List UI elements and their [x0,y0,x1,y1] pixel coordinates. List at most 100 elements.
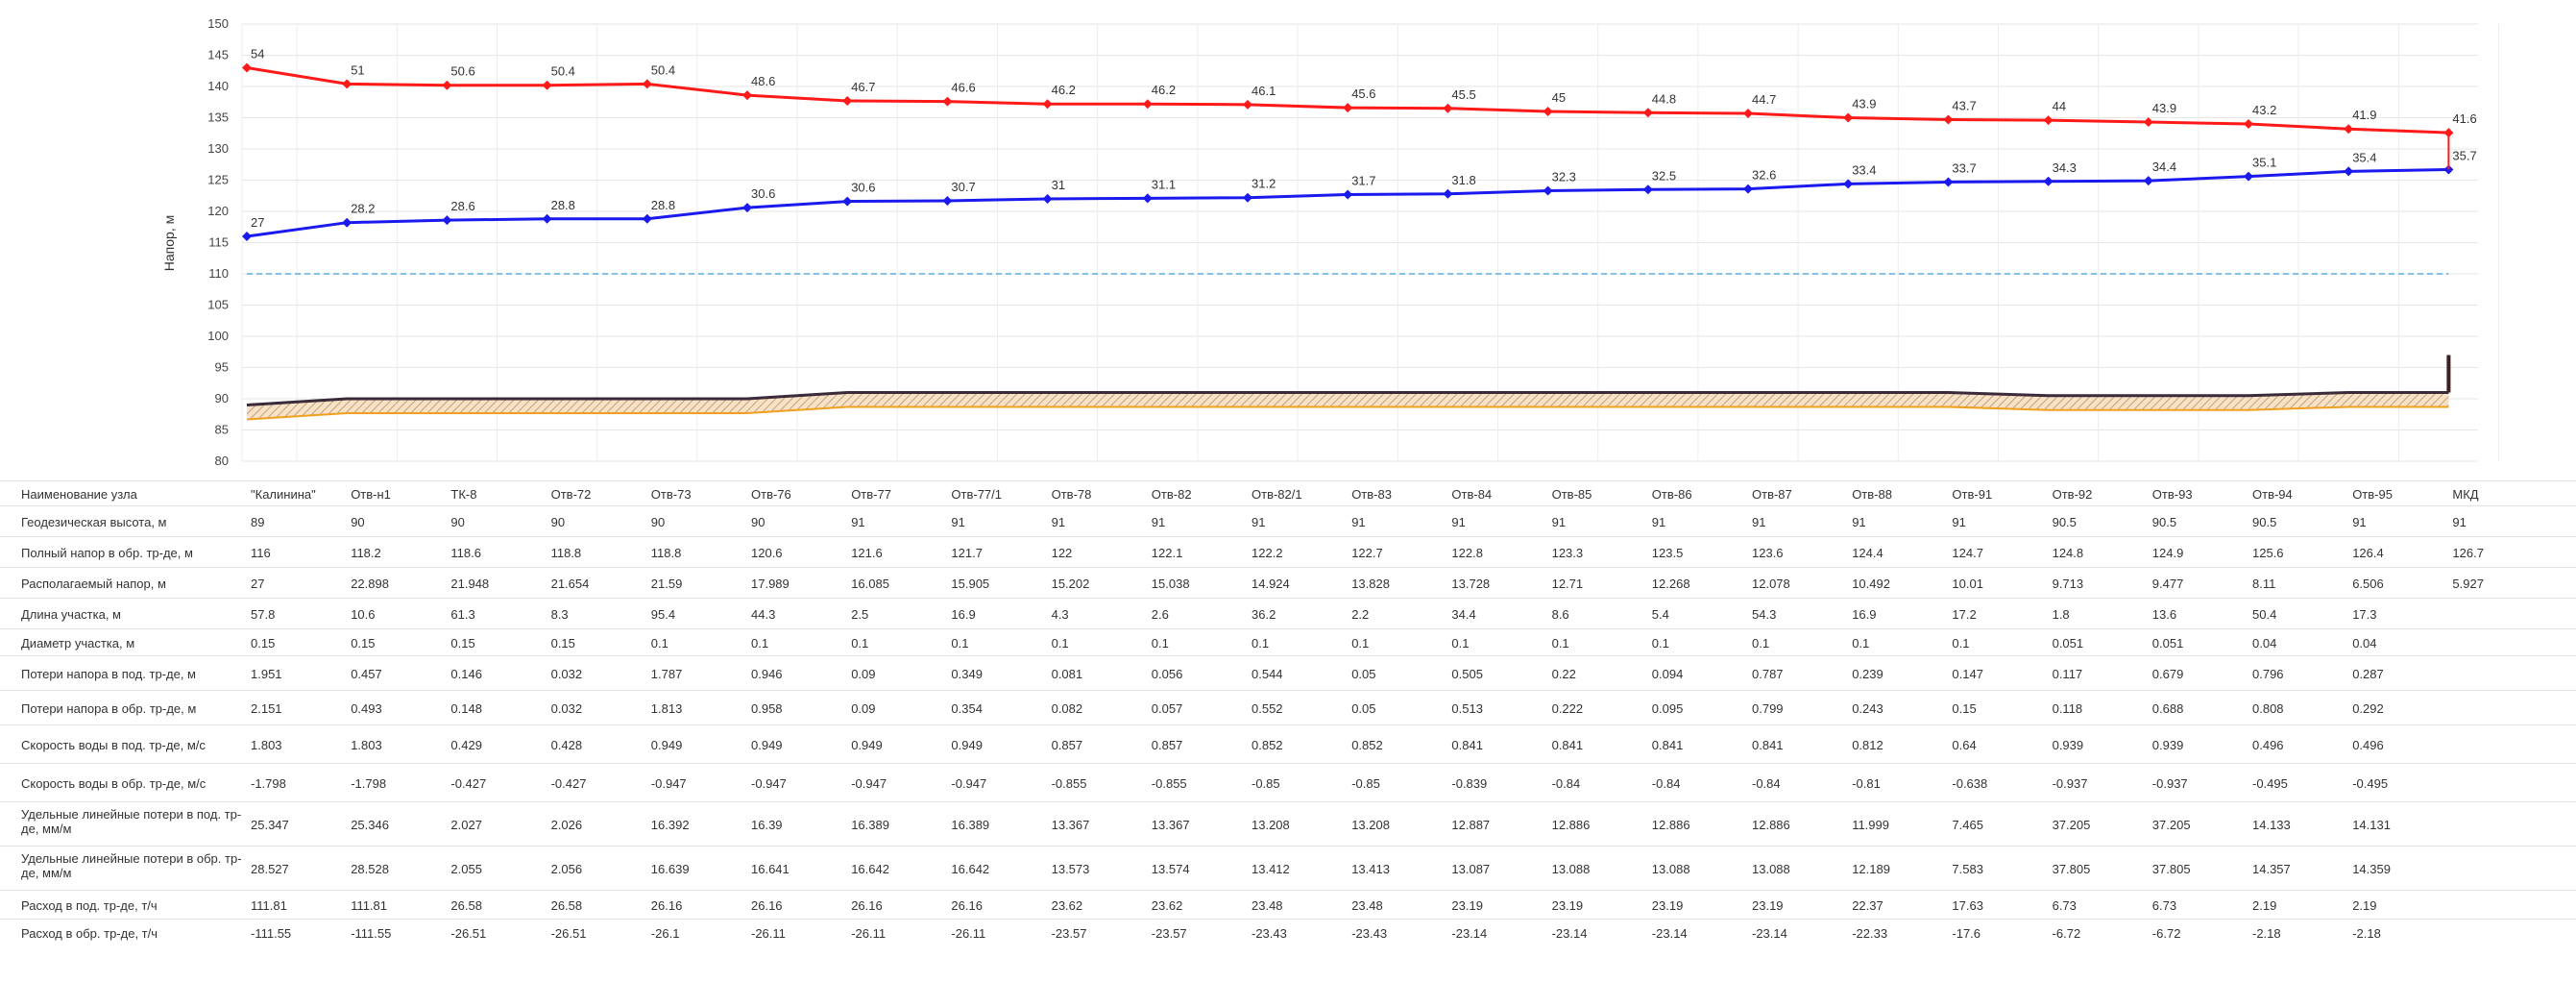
table-cell: 14.359 [2352,862,2391,876]
table-cell: 16.389 [951,818,990,832]
table-cell: 0.64 [1952,738,1977,752]
table-cell: 26.16 [951,898,983,913]
series-marker-0 [442,80,452,90]
table-cell: 2.056 [550,862,583,876]
table-cell: 0.057 [1151,701,1183,716]
series-marker-0 [1543,107,1553,116]
table-row: Скорость воды в обр. тр-де, м/с -1.798 -1.… [0,763,2576,802]
series-marker-0 [342,79,352,89]
table-cell: -26.51 [550,926,587,941]
y-tick-label: 105 [207,298,229,312]
series-marker-0 [1142,99,1153,110]
data-label-0: 50.6 [450,64,474,79]
table-cell: 124.7 [1952,546,1983,560]
series-marker-1 [942,195,953,206]
table-cell: 17.2 [1952,607,1977,622]
table-cell: 118.2 [351,546,381,560]
table-cell: Отв-85 [1551,487,1592,502]
series-marker-1 [1642,184,1653,195]
table-cell: 0.056 [1151,667,1183,681]
table-cell: 23.19 [1752,898,1784,913]
table-cell: 37.205 [2052,818,2091,832]
table-cell: 23.19 [1551,898,1584,913]
table-cell: 15.905 [951,577,990,591]
table-cell: 0.1 [1252,636,1270,651]
series-marker-1 [2143,176,2153,186]
series-marker-0 [2043,115,2054,126]
table-cell: 0.148 [450,701,482,716]
y-tick-label: 125 [207,173,229,187]
chart-grid [241,23,2499,462]
row-label: Длина участка, м [21,607,121,622]
table-cell: МКД [2452,487,2479,502]
data-label-1: 34.4 [2152,160,2176,174]
table-cell: 90 [351,515,365,529]
data-label-0: 46.2 [1152,83,1176,97]
table-cell: 2.2 [1351,607,1370,622]
table-cell: 0.812 [1852,738,1883,752]
table-cell: 7.583 [1952,862,1983,876]
table-cell: 12.189 [1852,862,1890,876]
table-cell: 2.6 [1151,607,1169,622]
row-label: Наименование узла [21,487,137,502]
data-label-0: 43.9 [1852,97,1876,111]
y-axis: 80 85 90 95 100 105 110 115 120 125 130 135 140 145 15… [207,16,229,468]
table-row: Диаметр участка, м 0.15 0.15 0.15 0.15 0.1 0.1… [0,628,2576,656]
table-cell: 44.3 [751,607,776,622]
table-cell: 13.088 [1651,862,1690,876]
table-cell: 0.857 [1051,738,1083,752]
table-cell: -23.14 [1651,926,1688,941]
table-cell: -0.495 [2352,776,2389,791]
table-cell: Отв-86 [1651,487,1692,502]
series-marker-0 [1243,99,1252,110]
data-label-1: 32.6 [1752,168,1776,183]
data-label-1: 27 [251,215,264,230]
data-label-1: 35.1 [2252,156,2276,170]
table-cell: 0.1 [851,636,869,651]
y-tick-label: 130 [207,141,229,156]
table-cell: 0.949 [751,738,783,752]
table-cell: -2.18 [2352,926,2381,941]
table-cell: 124.9 [2151,546,2184,560]
table-cell: 8.11 [2252,577,2276,591]
table-cell: 15.038 [1151,577,1190,591]
data-label-0: 45.5 [1451,87,1475,102]
table-cell: 0.032 [550,701,583,716]
table-cell: 111.81 [351,898,388,913]
data-label-0: 50.4 [651,62,675,77]
row-label: Скорость воды в под. тр-де, м/с [21,738,206,752]
table-row: Геодезическая высота, м 89 90 90 90 90 90 91 91 9… [0,505,2576,537]
table-cell: 26.58 [450,898,482,913]
table-cell: 122.8 [1451,546,1483,560]
table-cell: 0.22 [1551,667,1576,681]
series-marker-0 [1743,108,1753,118]
table-cell: 0.147 [1952,667,1983,681]
table-cell: 9.477 [2151,577,2184,591]
table-cell: 91 [951,515,965,529]
y-tick-label: 95 [215,360,229,375]
table-cell: 5.927 [2452,577,2484,591]
data-label-0: 54 [251,47,264,61]
series-marker-1 [1843,179,1854,189]
table-cell: 0.841 [1651,738,1684,752]
table-cell: 0.493 [351,701,382,716]
table-cell: 36.2 [1252,607,1276,622]
table-cell: -0.427 [550,776,587,791]
table-cell: 0.09 [851,667,876,681]
data-label-0: 48.6 [751,74,775,88]
table-cell: 23.62 [1051,898,1083,913]
y-tick-label: 85 [215,423,229,437]
table-cell: 14.924 [1252,577,1290,591]
table-cell: 89 [251,515,265,529]
table-cell: 0.1 [1651,636,1669,651]
data-label-0: 41.6 [2452,111,2476,126]
table-cell: -0.947 [650,776,687,791]
series-marker-1 [1343,189,1353,200]
table-cell: 12.078 [1752,577,1790,591]
table-row: Удельные линейные потери в под. тр-де, м… [0,801,2576,847]
table-cell: Отв-95 [2352,487,2393,502]
table-cell: 8.3 [550,607,569,622]
y-tick-label: 150 [207,16,229,31]
table-cell: 0.1 [650,636,668,651]
data-label-0: 44 [2053,99,2066,113]
